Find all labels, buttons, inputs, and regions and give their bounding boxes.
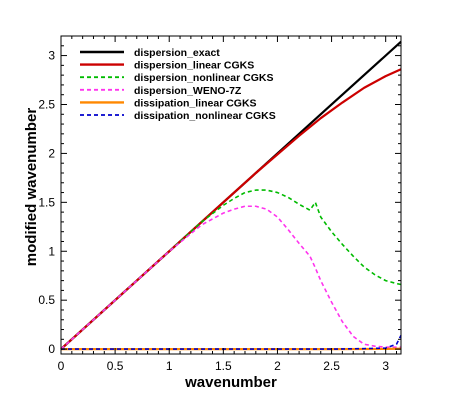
y-tick-label-5: 2.5: [38, 97, 55, 111]
y-tick-label-6: 3: [48, 49, 55, 63]
y-tick-label-2: 1: [48, 244, 55, 258]
plot-frame: [60, 35, 402, 355]
legend-label-1: dispersion_exact: [134, 47, 220, 59]
y-tick-label-3: 1.5: [38, 195, 55, 209]
y-axis-label: modified wavenumber: [23, 108, 40, 267]
series-line-6: [61, 335, 402, 350]
legend-label-2: dispersion_linear CGKS: [134, 60, 254, 72]
y-tick-label-4: 2: [48, 146, 55, 160]
y-tick-label-0: 0: [48, 342, 55, 356]
legend-label-3: dispersion_nonlinear CGKS: [134, 72, 273, 84]
x-tick-label-3: 1.5: [215, 359, 232, 373]
y-tick-label-1: 0.5: [38, 293, 55, 307]
legend-label-4: dispersion_WENO-7Z: [134, 85, 242, 97]
series-layer: [60, 40, 402, 351]
x-tick-label-0: 0: [58, 359, 65, 373]
series-line-3: [60, 189, 402, 350]
x-axis-label: wavenumber: [184, 374, 277, 391]
x-tick-label-1: 0.5: [107, 359, 124, 373]
x-tick-label-4: 2: [274, 359, 281, 373]
axes-layer: 0 0.5 1 1.5 2 2.5 3 0 0.5 1 1.5 2 2.5 3: [38, 35, 402, 373]
x-tick-label-5: 2.5: [323, 359, 340, 373]
x-tick-label-2: 1: [166, 359, 173, 373]
series-line-4: [60, 205, 401, 350]
legend-label-6: dissipation_nonlinear CGKS: [134, 110, 276, 122]
x-tick-label-6: 3: [382, 359, 389, 373]
legend-label-5: dissipation_linear CGKS: [134, 97, 257, 109]
